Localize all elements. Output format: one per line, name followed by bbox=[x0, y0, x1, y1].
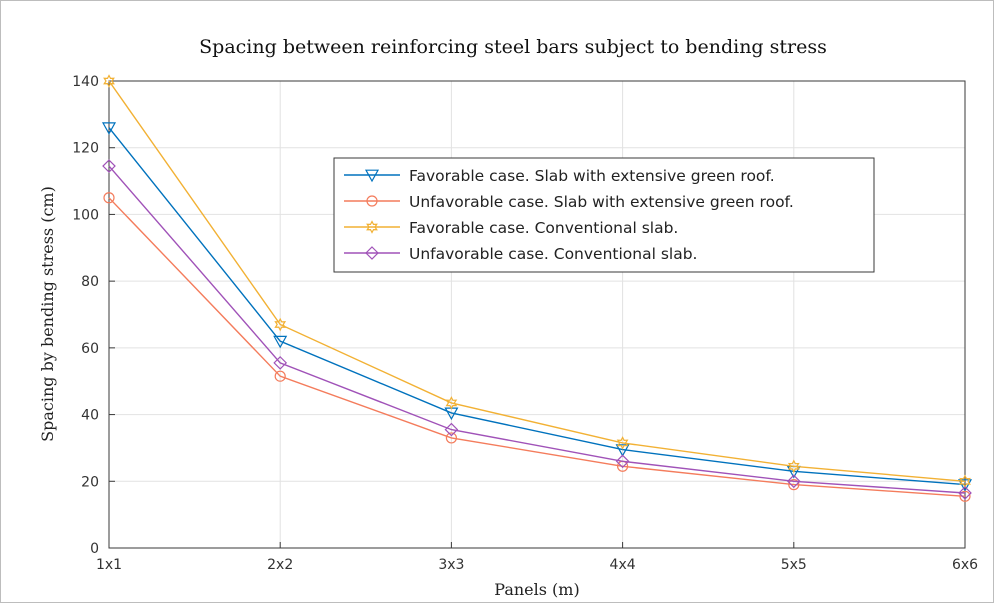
legend-label: Unfavorable case. Conventional slab. bbox=[409, 245, 697, 263]
x-tick-label: 2x2 bbox=[267, 557, 293, 573]
data-point bbox=[615, 454, 630, 469]
legend-item: Unfavorable case. Conventional slab. bbox=[344, 245, 697, 263]
chart-title: Spacing between reinforcing steel bars s… bbox=[199, 36, 827, 58]
data-point bbox=[274, 317, 287, 332]
data-point bbox=[102, 159, 116, 173]
axis-ticks: 0 20 40 60 80 100 120 140 1x1 2x2 3x3 4x4 5x5 6x6 bbox=[72, 74, 978, 573]
legend-label: Favorable case. Slab with extensive gree… bbox=[409, 167, 775, 185]
y-tick-label: 120 bbox=[72, 141, 99, 157]
legend: Favorable case. Slab with extensive gree… bbox=[333, 157, 875, 273]
data-point bbox=[366, 220, 378, 234]
legend-item: Favorable case. Slab with extensive gree… bbox=[344, 167, 775, 185]
data-point bbox=[786, 474, 801, 489]
y-tick-label: 40 bbox=[81, 408, 99, 424]
legend-label: Favorable case. Conventional slab. bbox=[409, 219, 678, 237]
data-point bbox=[615, 444, 630, 457]
data-point bbox=[616, 436, 629, 450]
data-point bbox=[958, 486, 972, 500]
y-axis-label: Spacing by bending stress (cm) bbox=[38, 186, 57, 442]
data-series bbox=[101, 74, 973, 502]
x-axis-label: Panels (m) bbox=[494, 580, 579, 599]
legend-item: Unfavorable case. Slab with extensive gr… bbox=[344, 193, 794, 211]
data-point bbox=[959, 490, 971, 502]
legend-label: Unfavorable case. Slab with extensive gr… bbox=[409, 193, 794, 211]
y-tick-label: 100 bbox=[72, 207, 99, 223]
data-point bbox=[957, 479, 973, 492]
data-point bbox=[445, 396, 458, 410]
data-point bbox=[444, 422, 459, 437]
y-tick-label: 20 bbox=[81, 474, 99, 490]
data-point bbox=[273, 335, 288, 349]
data-point bbox=[101, 122, 117, 135]
x-tick-label: 5x5 bbox=[781, 557, 807, 573]
x-tick-label: 6x6 bbox=[952, 557, 978, 573]
legend-box bbox=[333, 157, 875, 273]
data-point bbox=[445, 432, 457, 444]
plot-area-border bbox=[108, 80, 966, 549]
x-tick-label: 3x3 bbox=[438, 557, 464, 573]
x-tick-label: 1x1 bbox=[96, 557, 122, 573]
series-line bbox=[108, 165, 966, 494]
y-tick-label: 60 bbox=[81, 341, 99, 357]
y-tick-label: 80 bbox=[81, 274, 99, 290]
series-line bbox=[108, 127, 966, 486]
data-point bbox=[788, 479, 800, 491]
series-group bbox=[102, 159, 972, 500]
series-line bbox=[108, 80, 966, 482]
series-group bbox=[103, 74, 971, 489]
series-group bbox=[103, 192, 971, 502]
data-point bbox=[365, 246, 379, 260]
data-point bbox=[103, 192, 115, 204]
data-point bbox=[103, 74, 115, 88]
data-point bbox=[274, 370, 286, 382]
data-point bbox=[364, 169, 380, 183]
data-point bbox=[366, 195, 378, 207]
series-line bbox=[108, 197, 966, 497]
data-point bbox=[273, 356, 288, 370]
data-point bbox=[787, 459, 800, 474]
x-tick-label: 4x4 bbox=[610, 557, 636, 573]
y-tick-label: 0 bbox=[90, 541, 99, 557]
legend-item: Favorable case. Conventional slab. bbox=[344, 219, 678, 237]
y-tick-label: 140 bbox=[72, 74, 99, 90]
